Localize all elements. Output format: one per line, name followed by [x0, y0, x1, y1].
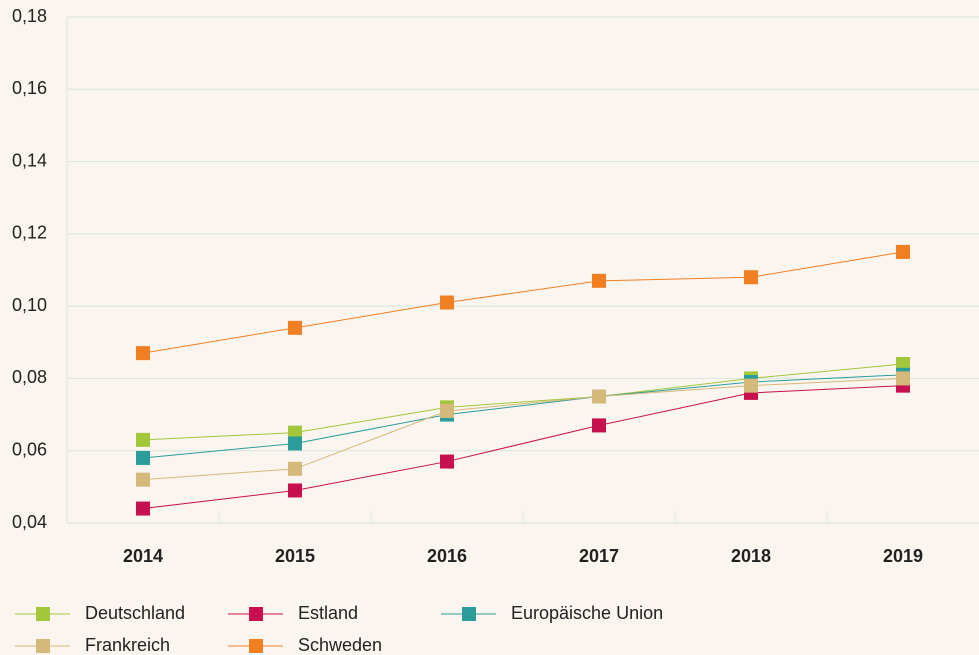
marker [440, 403, 454, 418]
series-line [142, 363, 904, 441]
x-tick-label: 2016 [427, 546, 467, 566]
legend-marker [249, 607, 263, 621]
y-tick-label: 0,06 [12, 439, 47, 459]
legend-marker [249, 639, 263, 653]
marker [288, 483, 302, 498]
y-tick-label: 0,08 [12, 367, 47, 387]
x-tick-label: 2014 [123, 546, 163, 566]
marker [440, 295, 454, 310]
x-tick-label: 2017 [579, 546, 619, 566]
series-line [142, 374, 904, 459]
x-tick-label: 2018 [731, 546, 771, 566]
marker [288, 320, 302, 335]
marker [744, 378, 758, 393]
marker [136, 450, 150, 465]
marker [744, 270, 758, 285]
legend-label: Estland [298, 603, 358, 623]
marker [896, 244, 910, 259]
legend-marker [36, 607, 50, 621]
legend-label: Deutschland [85, 603, 185, 623]
legend-marker [462, 607, 476, 621]
marker [288, 425, 302, 440]
y-tick-label: 0,18 [12, 6, 47, 26]
marker [440, 454, 454, 469]
legend-label: Schweden [298, 635, 382, 655]
y-tick-label: 0,04 [12, 512, 47, 532]
marker [288, 461, 302, 476]
x-tick-label: 2015 [275, 546, 315, 566]
legend-label: Europäische Union [511, 603, 663, 623]
marker [288, 436, 302, 451]
marker [896, 356, 910, 371]
legend-label: Frankreich [85, 635, 170, 655]
y-tick-label: 0,16 [12, 78, 47, 98]
marker [136, 501, 150, 516]
marker [896, 371, 910, 386]
series-line [142, 377, 904, 481]
x-tick-label: 2019 [883, 546, 923, 566]
marker [136, 346, 150, 361]
y-tick-label: 0,14 [12, 150, 47, 170]
y-tick-label: 0,12 [12, 223, 47, 243]
marker [592, 273, 606, 288]
series-line [142, 385, 904, 510]
marker [136, 432, 150, 447]
series-line [142, 251, 904, 354]
marker [136, 472, 150, 487]
y-tick-label: 0,10 [12, 295, 47, 315]
marker [592, 389, 606, 404]
legend-marker [36, 639, 50, 653]
marker [592, 418, 606, 433]
